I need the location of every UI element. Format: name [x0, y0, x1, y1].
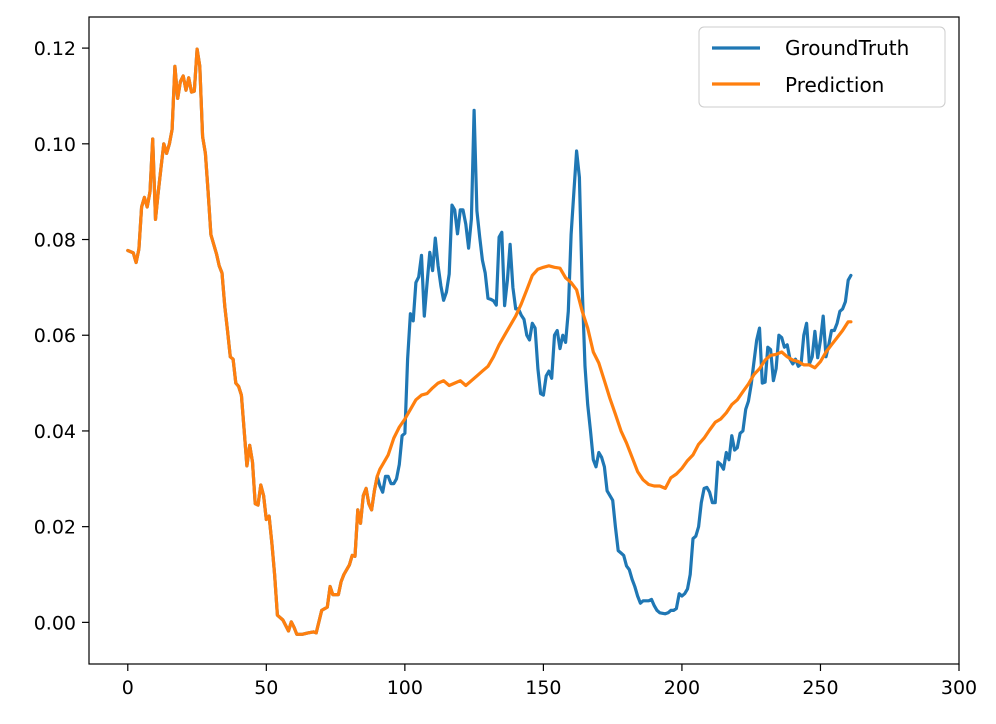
- legend-label-prediction: Prediction: [785, 73, 884, 97]
- y-tick-label: 0.06: [34, 325, 76, 347]
- x-tick-label: 0: [122, 677, 134, 699]
- x-tick-label: 200: [664, 677, 700, 699]
- y-tick-label: 0.08: [34, 230, 76, 252]
- y-tick-label: 0.02: [34, 517, 76, 539]
- y-tick-label: 0.00: [34, 612, 76, 634]
- plot-area: [126, 47, 853, 636]
- y-axis: 0.00 0.02 0.04 0.06 0.08 0.10 0.12: [34, 38, 89, 634]
- y-tick-label: 0.10: [34, 134, 76, 156]
- legend: GroundTruth Prediction: [698, 26, 946, 108]
- x-tick-label: 100: [387, 677, 423, 699]
- x-tick-label: 250: [802, 677, 838, 699]
- x-tick-label: 150: [525, 677, 561, 699]
- x-tick-label: 50: [254, 677, 278, 699]
- legend-box: [698, 26, 946, 108]
- x-axis: 0 50 100 150 200 250 300: [122, 664, 977, 699]
- x-tick-label: 300: [941, 677, 977, 699]
- series-line-prediction: [126, 47, 853, 636]
- legend-label-groundtruth: GroundTruth: [785, 36, 909, 60]
- y-tick-label: 0.12: [34, 38, 76, 60]
- axes-frame: [88, 16, 960, 665]
- y-tick-label: 0.04: [34, 421, 76, 443]
